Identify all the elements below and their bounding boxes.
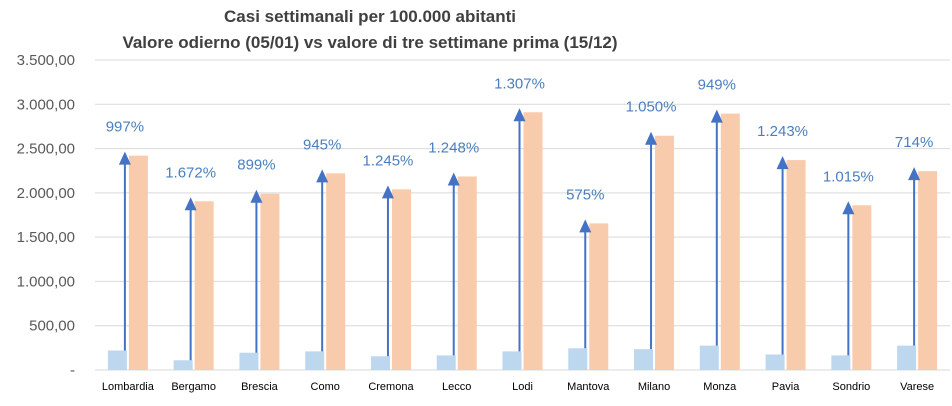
bar-old [634, 349, 653, 370]
bar-new [524, 112, 543, 370]
data-label-pct: 899% [237, 157, 275, 174]
bar-old [305, 351, 324, 370]
data-label-pct: 1.672% [165, 164, 216, 181]
bar-old [700, 346, 719, 370]
bar-new [655, 136, 674, 370]
x-tick-label: Brescia [241, 381, 279, 393]
data-label-pct: 949% [698, 77, 736, 94]
bar-old [766, 355, 785, 371]
y-tick-label: - [70, 362, 75, 379]
data-label-pct: 945% [303, 136, 341, 153]
y-tick-label: 1.500,00 [17, 229, 75, 246]
bar-old [174, 360, 193, 370]
bar-new [392, 189, 411, 370]
y-tick-label: 2.500,00 [17, 141, 75, 158]
x-tick-label: Varese [900, 381, 934, 393]
bar-old [831, 355, 850, 370]
data-label-pct: 1.243% [757, 123, 808, 140]
x-tick-label: Mantova [567, 381, 610, 393]
data-label-pct: 1.307% [494, 75, 545, 92]
x-tick-label: Lodi [512, 381, 533, 393]
bar-new [918, 171, 937, 370]
bar-new [787, 160, 806, 370]
x-tick-label: Pavia [772, 381, 800, 393]
y-tick-label: 3.500,00 [17, 52, 75, 69]
x-tick-label: Cremona [368, 381, 414, 393]
y-tick-label: 1.000,00 [17, 273, 75, 290]
bar-old [108, 351, 127, 370]
x-tick-label: Milano [638, 381, 670, 393]
y-tick-label: 500,00 [29, 318, 75, 335]
bar-old [568, 348, 587, 370]
data-label-pct: 1.245% [363, 152, 414, 169]
data-label-pct: 997% [106, 119, 144, 136]
data-label-pct: 1.248% [428, 139, 479, 156]
x-tick-label: Sondrio [832, 381, 870, 393]
bar-new [721, 114, 740, 370]
data-label-pct: 1.050% [626, 99, 677, 116]
bar-new [458, 176, 477, 370]
data-label-pct: 575% [566, 186, 604, 203]
x-tick-label: Como [311, 381, 340, 393]
bar-old [503, 351, 522, 370]
y-tick-label: 3.000,00 [17, 96, 75, 113]
x-tick-label: Lecco [442, 381, 471, 393]
data-label-pct: 714% [895, 134, 933, 151]
x-tick-label: Lombardia [102, 381, 155, 393]
bar-old [371, 356, 390, 370]
bar-new [852, 205, 871, 370]
bar-new [129, 156, 148, 370]
bar-new [260, 194, 279, 370]
bar-old [437, 355, 456, 370]
bar-new [589, 223, 608, 370]
bar-old [239, 353, 258, 370]
x-tick-label: Bergamo [171, 381, 216, 393]
data-label-pct: 1.015% [823, 168, 874, 185]
bar-old [897, 346, 916, 370]
bar-new [195, 201, 214, 370]
y-tick-label: 2.000,00 [17, 185, 75, 202]
x-tick-label: Monza [703, 381, 737, 393]
bar-new [326, 173, 345, 370]
